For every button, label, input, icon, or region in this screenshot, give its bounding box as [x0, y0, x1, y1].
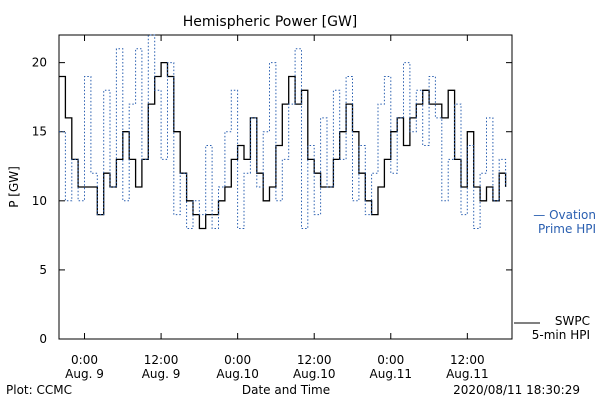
x-axis-label: Date and Time	[242, 383, 330, 397]
x-tick-time: 12:00	[450, 353, 485, 367]
x-tick-date: Aug.11	[370, 367, 413, 381]
x-tick-time: 0:00	[377, 353, 404, 367]
series-line-swpc	[59, 61, 507, 230]
x-tick-time: 12:00	[297, 353, 332, 367]
y-tick-label: 5	[39, 263, 47, 277]
legend-ovation-line1: — Ovation	[533, 208, 596, 222]
chart-title: Hemispheric Power [GW]	[183, 14, 358, 30]
plot-area	[58, 34, 513, 340]
series-line-ovation-prime	[59, 34, 507, 229]
x-tick-time: 12:00	[144, 353, 179, 367]
plot-frame	[58, 34, 513, 340]
y-tick-label: 15	[32, 125, 47, 139]
footer-credit: Plot: CCMC	[6, 383, 72, 397]
x-tick-time: 0:00	[224, 353, 251, 367]
x-tick-date: Aug. 9	[65, 367, 104, 381]
footer: Plot: CCMC Date and Time 2020/08/11 18:3…	[6, 383, 580, 397]
legend-swpc-line2: 5-min HPI	[532, 328, 590, 342]
footer-timestamp: 2020/08/11 18:30:29	[453, 383, 580, 397]
y-tick-label: 0	[39, 332, 47, 346]
y-axis: 0 5 10 15 20	[32, 56, 512, 346]
y-tick-label: 10	[32, 194, 47, 208]
x-tick-date: Aug.11	[446, 367, 489, 381]
y-axis-label: P [GW]	[7, 166, 21, 208]
legend-ovation-line2: Prime HPI	[538, 222, 596, 236]
x-tick-date: Aug. 9	[142, 367, 181, 381]
legend-swpc-line1: SWPC	[555, 314, 590, 328]
x-tick-date: Aug.10	[216, 367, 259, 381]
y-tick-label: 20	[32, 56, 47, 70]
legend: — Ovation Prime HPI SWPC 5-min HPI	[514, 208, 596, 342]
x-tick-time: 0:00	[71, 353, 98, 367]
series-layer	[59, 34, 507, 230]
x-tick-date: Aug.10	[293, 367, 336, 381]
